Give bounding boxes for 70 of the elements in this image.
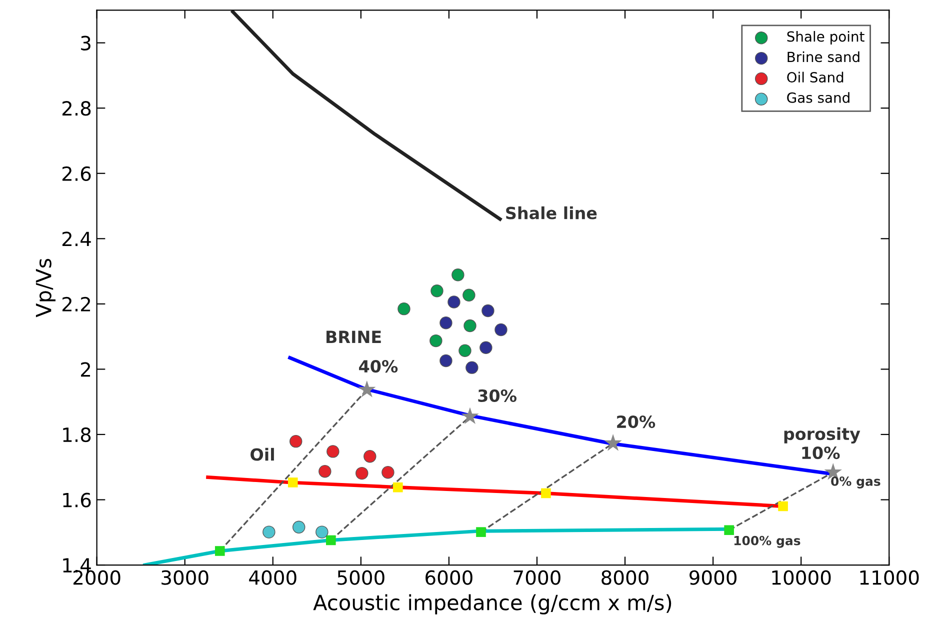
point (292, 520, 306, 534)
point (480, 341, 492, 354)
point (458, 344, 472, 357)
x-tick-label: 11000 (860, 570, 919, 585)
y-tick-label: 1.8 (63, 427, 91, 442)
point (724, 525, 734, 536)
point (541, 488, 551, 498)
x-axis-title: Acoustic impedance (g/ccm x m/s) (313, 594, 672, 614)
y-axis-title: Vp/Vs (36, 258, 56, 318)
point (464, 319, 476, 332)
x-tick-label: 4000 (249, 570, 296, 585)
point (430, 334, 442, 348)
point (392, 482, 403, 492)
point (440, 316, 452, 330)
x-tick-label: 9000 (690, 570, 736, 585)
y-tick-label: 1.6 (63, 492, 91, 508)
point (476, 527, 486, 537)
point (462, 288, 476, 302)
x-tick-label: 8000 (602, 570, 648, 585)
point (262, 526, 276, 538)
point (326, 445, 340, 458)
y-tick-label: 2.2 (62, 296, 90, 312)
annotation: 0% gas (831, 476, 880, 488)
y-tick-label: 3 (81, 36, 90, 50)
y-tick-label: 2 (81, 362, 90, 377)
x-tick-label: 2000 (74, 570, 120, 585)
line-series (231, 10, 502, 221)
legend-label: Gas sand (787, 92, 850, 103)
point (440, 354, 452, 368)
point (316, 526, 328, 538)
x-tick-label: 5000 (338, 570, 384, 585)
annotation: Oil (250, 448, 274, 461)
y-tick-label: 2.4 (62, 232, 91, 246)
point (494, 323, 508, 336)
x-tick-label: 10000 (772, 570, 831, 585)
point (382, 466, 394, 479)
point (356, 466, 368, 480)
y-tick-label: 2.8 (62, 101, 91, 116)
point (778, 501, 788, 512)
x-tick-label: 7000 (514, 570, 560, 585)
annotation: porosity (784, 427, 860, 444)
annotation: Shale line (506, 206, 597, 220)
point (290, 434, 302, 448)
point (398, 302, 410, 316)
legend-label: Oil Sand (787, 72, 844, 83)
x-tick-label: 6000 (426, 570, 472, 585)
point (358, 380, 376, 398)
point (318, 464, 332, 478)
annotation: 20% (617, 415, 656, 428)
point (466, 361, 478, 374)
point (604, 434, 622, 451)
point (461, 407, 479, 424)
annotation: 10% (802, 446, 840, 460)
point (448, 296, 460, 308)
point (452, 268, 464, 282)
point (482, 304, 494, 318)
annotation: BRINE (326, 330, 381, 343)
point (326, 535, 336, 546)
annotation: 30% (478, 389, 516, 402)
point (214, 546, 225, 556)
point (430, 284, 444, 298)
x-tick-label: 3000 (162, 570, 208, 585)
annotation: 40% (359, 360, 398, 373)
legend-label: Shale point (787, 31, 864, 44)
y-tick-label: 1.4 (63, 558, 91, 572)
point (288, 478, 298, 488)
annotation: 100% gas (734, 536, 800, 548)
y-tick-label: 2.6 (62, 166, 91, 182)
point (364, 450, 376, 463)
legend-label: Brine sand (788, 51, 860, 62)
